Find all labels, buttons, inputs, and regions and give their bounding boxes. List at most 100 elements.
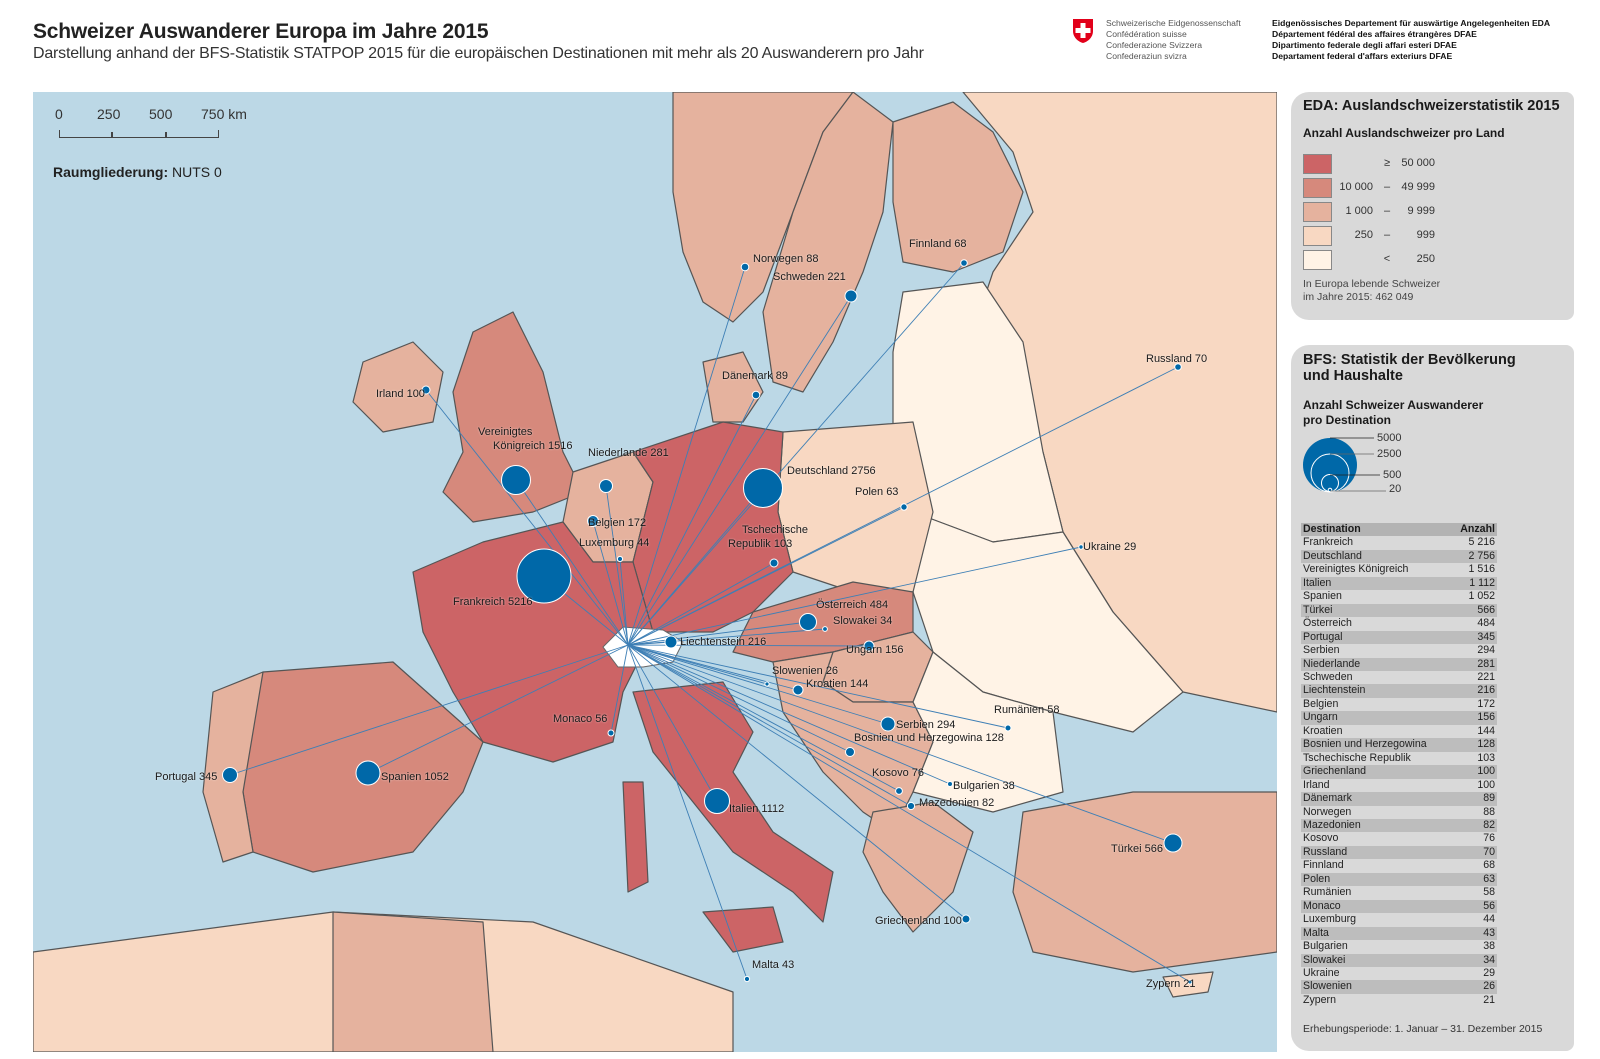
table-row: Norwegen 88 [1301, 806, 1497, 819]
scale-bar: 0 250 500 750 km [55, 106, 275, 146]
island-sardinien [622, 781, 649, 893]
place-label: Spanien 1052 [381, 771, 449, 783]
table-row: Ukraine 29 [1301, 967, 1497, 980]
destination-count: 68 [1483, 859, 1495, 872]
destination-count: 144 [1477, 724, 1495, 737]
destination-name: Österreich [1303, 617, 1352, 630]
destination-count: 58 [1483, 886, 1495, 899]
legend-from: 1 000 [1345, 205, 1373, 217]
place-label: Türkei 566 [1111, 843, 1163, 855]
legend-class-4: 250 – 999 [1303, 226, 1563, 246]
destination-count: 63 [1451, 872, 1497, 887]
raumgliederung-label: Raumgliederung: [53, 164, 169, 180]
country-rumaenien-bulgarien [912, 651, 1064, 813]
place-label: Mazedonien 82 [919, 797, 995, 809]
place-label: Tschechische [742, 524, 809, 536]
table-header-row: Destination Anzahl [1301, 523, 1497, 537]
destination-count: 1 516 [1468, 563, 1495, 576]
destination-count: 70 [1451, 845, 1497, 860]
table-row: Monaco 56 [1301, 899, 1497, 914]
destination-name: Frankreich [1303, 536, 1354, 549]
destination-count: 156 [1451, 711, 1497, 725]
destination-name: Belgien [1303, 697, 1339, 710]
destination-count: 38 [1483, 940, 1495, 953]
island-sizilien [702, 906, 784, 953]
place-label: Norwegen 88 [753, 253, 819, 265]
table-row: Mazedonien 82 [1301, 818, 1497, 833]
country-ukraine [912, 511, 1184, 733]
destination-count: 2 756 [1451, 549, 1497, 564]
table-row: Italien 1 112 [1301, 576, 1497, 591]
department-name-it: Dipartimento federale degli affari ester… [1272, 40, 1457, 50]
destination-count: 76 [1483, 832, 1495, 845]
place-label: Monaco 56 [553, 713, 608, 725]
destination-count: 89 [1451, 792, 1497, 806]
eda-panel-title: EDA: Auslandschweizerstatistik 2015 [1303, 98, 1560, 114]
eda-panel-note: In Europa lebende Schweizer im Jahre 201… [1303, 278, 1440, 304]
bubble-label-500: 500 [1383, 469, 1402, 481]
table-row: Irland 100 [1301, 779, 1497, 792]
table-row: Bosnien und Herzegowina 128 [1301, 738, 1497, 752]
table-row: Slowakei 34 [1301, 953, 1497, 967]
destination-name: Zypern [1303, 993, 1336, 1006]
destination-name: Deutschland [1301, 549, 1452, 564]
place-label: Ungarn 156 [846, 644, 904, 656]
legend-class-1: ≥ 50 000 [1303, 154, 1563, 174]
destination-name: Ungarn [1301, 711, 1452, 725]
place-label: Bosnien und Herzegowina 128 [854, 732, 1004, 744]
country-tuerkei [1012, 791, 1277, 973]
legend-swatch [1303, 154, 1332, 174]
place-label: Frankreich 5216 [453, 596, 533, 608]
legend-to: 50 000 [1401, 157, 1435, 169]
table-body: Frankreich 5 216 Deutschland 2 756 Vereinigt… [1301, 536, 1497, 1007]
table-row: Österreich 484 [1301, 617, 1497, 630]
title-line: BFS: Statistik der Bevölkerung [1303, 352, 1516, 368]
table-row: Luxemburg 44 [1301, 913, 1497, 926]
table-row: Deutschland 2 756 [1301, 549, 1497, 564]
place-label: Finnland 68 [909, 238, 967, 250]
place-label: Österreich 484 [816, 599, 889, 611]
table-row: Vereinigtes Königreich 1 516 [1301, 563, 1497, 576]
destination-count: 43 [1451, 926, 1497, 941]
place-label: Kosovo 76 [872, 767, 924, 779]
scale-label-250: 250 [97, 106, 121, 122]
place-label: Deutschland 2756 [787, 465, 876, 477]
destination-name: Rumänien [1303, 886, 1352, 899]
country-schweden [762, 92, 894, 393]
note-line: In Europa lebende Schweizer [1303, 278, 1441, 290]
destination-name: Ukraine [1303, 966, 1340, 979]
table-row: Dänemark 89 [1301, 792, 1497, 806]
europe-map[interactable]: 0 250 500 750 km Raumgliederung: NUTS 0 … [33, 92, 1277, 1052]
destination-name: Portugal [1301, 630, 1452, 645]
scale-tick [111, 132, 113, 138]
scale-label-0: 0 [55, 106, 63, 122]
table-row: Serbien 294 [1301, 644, 1497, 657]
legend-sep: – [1383, 229, 1391, 241]
destination-name: Schweden [1303, 670, 1353, 683]
destination-name: Norwegen [1303, 805, 1352, 818]
legend-from: 10 000 [1339, 181, 1373, 193]
table-row: Belgien 172 [1301, 698, 1497, 711]
table-row: Türkei 566 [1301, 603, 1497, 618]
destination-count: 221 [1477, 670, 1495, 683]
destination-count: 128 [1451, 738, 1497, 752]
legend-sep: ≥ [1383, 157, 1391, 169]
page-subtitle: Darstellung anhand der BFS-Statistik STA… [33, 45, 924, 62]
country-portugal [202, 671, 264, 863]
legend-to: 250 [1416, 253, 1435, 265]
destination-bubbles [222, 259, 1193, 985]
place-label: Griechenland 100 [875, 915, 962, 927]
eda-panel-subtitle: Anzahl Auslandschweizer pro Land [1303, 126, 1505, 140]
bfs-panel: BFS: Statistik der Bevölkerung und Haush… [1291, 345, 1574, 1051]
legend-to: 9 999 [1407, 205, 1435, 217]
department-name-fr: Département fédéral des affaires étrangè… [1272, 29, 1477, 39]
destination-name: Türkei [1301, 603, 1452, 618]
scale-label-750: 750 km [201, 106, 247, 122]
destination-name: Polen [1301, 872, 1452, 887]
table-row: Finnland 68 [1301, 859, 1497, 872]
bubble-label-5000: 5000 [1377, 432, 1402, 444]
department-name-de: Eidgenössisches Departement für auswärti… [1272, 18, 1551, 28]
destination-name: Bulgarien [1303, 940, 1348, 953]
destination-name: Liechtenstein [1301, 684, 1452, 698]
place-label: Vereinigtes [478, 426, 533, 438]
